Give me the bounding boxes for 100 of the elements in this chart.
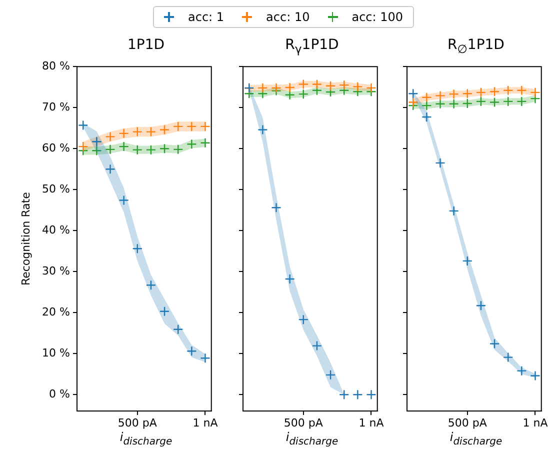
point bbox=[422, 92, 432, 102]
point bbox=[462, 88, 472, 99]
point bbox=[132, 144, 142, 155]
point bbox=[173, 324, 184, 335]
point bbox=[258, 124, 268, 135]
y-tick-label: 70 % bbox=[42, 100, 70, 114]
x-tick-label: 500 pA bbox=[118, 416, 158, 430]
point bbox=[118, 128, 129, 139]
point bbox=[159, 124, 170, 135]
chart-title: R$_{γ}$1P1D bbox=[284, 37, 340, 56]
point bbox=[448, 98, 459, 110]
y-tick-label: 30 % bbox=[42, 264, 70, 278]
point bbox=[298, 79, 308, 90]
y-tick-label: 40 % bbox=[42, 223, 70, 236]
point bbox=[339, 80, 350, 90]
x-tick-label: 1 nA bbox=[358, 416, 384, 430]
point bbox=[200, 121, 210, 132]
point bbox=[489, 338, 500, 349]
point bbox=[132, 244, 142, 254]
point bbox=[92, 146, 102, 156]
point bbox=[284, 274, 295, 284]
point bbox=[186, 138, 197, 150]
point bbox=[173, 144, 184, 155]
point bbox=[312, 79, 322, 90]
point bbox=[298, 88, 308, 100]
point bbox=[352, 82, 363, 92]
x-tick-label: 1 nA bbox=[192, 416, 218, 430]
point bbox=[325, 80, 336, 91]
point bbox=[159, 144, 170, 154]
y-tick-label: 60 % bbox=[42, 141, 70, 154]
point bbox=[503, 85, 514, 96]
point bbox=[186, 346, 197, 356]
point bbox=[408, 97, 418, 108]
x-axis-title: i$_{discharge}$ bbox=[284, 430, 340, 448]
legend-label: acc: 1 bbox=[188, 10, 224, 24]
y-tick-label: 0 % bbox=[49, 387, 70, 400]
point bbox=[435, 90, 446, 101]
point bbox=[366, 390, 376, 400]
point bbox=[462, 256, 472, 266]
point bbox=[516, 366, 527, 376]
point bbox=[284, 90, 295, 100]
x-axis-title: i$_{discharge}$ bbox=[448, 430, 504, 448]
point bbox=[105, 132, 116, 142]
point bbox=[200, 353, 210, 364]
x-tick-label: 500 pA bbox=[284, 416, 324, 430]
point bbox=[325, 370, 336, 380]
point bbox=[118, 141, 129, 152]
point bbox=[530, 370, 540, 381]
y-tick-label: 80 % bbox=[42, 59, 70, 72]
point bbox=[489, 97, 500, 108]
y-tick-label: 20 % bbox=[42, 305, 70, 318]
point bbox=[173, 121, 184, 132]
point bbox=[118, 195, 129, 206]
point bbox=[489, 86, 500, 97]
point bbox=[339, 390, 350, 400]
point bbox=[448, 206, 459, 216]
x-axis-title: i$_{discharge}$ bbox=[118, 430, 174, 448]
point bbox=[298, 314, 308, 325]
point bbox=[105, 144, 116, 155]
point bbox=[146, 144, 156, 155]
y-axis-title: Recognition Rate bbox=[19, 192, 32, 286]
legend-label: acc: 100 bbox=[352, 10, 404, 24]
point bbox=[476, 87, 486, 98]
point bbox=[503, 96, 514, 107]
point bbox=[476, 300, 486, 311]
legend-label: acc: 10 bbox=[266, 10, 310, 24]
point bbox=[312, 340, 322, 351]
x-tick-label: 500 pA bbox=[448, 416, 488, 430]
point bbox=[422, 100, 432, 111]
point bbox=[78, 120, 88, 130]
chart-title: 1P1D bbox=[126, 37, 166, 53]
point bbox=[271, 202, 282, 213]
point bbox=[516, 96, 527, 107]
point bbox=[284, 82, 295, 93]
y-tick-label: 50 % bbox=[42, 182, 70, 196]
point bbox=[530, 87, 540, 98]
point bbox=[366, 82, 376, 94]
point bbox=[476, 96, 486, 107]
point bbox=[200, 138, 210, 148]
point bbox=[352, 390, 363, 400]
point bbox=[146, 280, 156, 290]
point bbox=[258, 82, 268, 94]
point bbox=[516, 85, 527, 96]
point bbox=[435, 158, 446, 168]
point bbox=[408, 88, 418, 99]
chart-title: R$_{∅}$1P1D bbox=[446, 37, 506, 56]
point bbox=[146, 126, 156, 137]
point bbox=[462, 98, 472, 109]
point bbox=[271, 82, 282, 94]
point bbox=[132, 126, 142, 137]
point bbox=[435, 98, 446, 110]
y-tick-label: 10 % bbox=[42, 346, 70, 360]
point bbox=[422, 112, 432, 122]
point bbox=[78, 141, 88, 152]
point bbox=[105, 164, 116, 174]
point bbox=[186, 121, 197, 132]
x-tick-label: 1 nA bbox=[522, 416, 548, 430]
point bbox=[448, 88, 459, 100]
point bbox=[503, 352, 514, 362]
point bbox=[159, 306, 170, 316]
